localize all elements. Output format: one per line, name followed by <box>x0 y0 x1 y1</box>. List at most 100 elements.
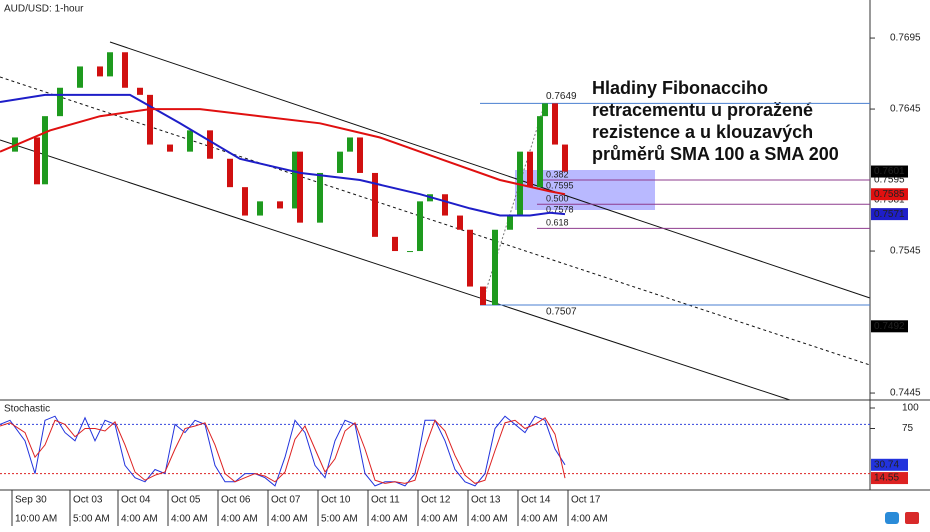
price-tag-label: 30.74 <box>874 459 899 470</box>
candle <box>57 87 63 117</box>
price-tag-label: 0.7492 <box>874 321 905 332</box>
icon[interactable] <box>905 512 919 524</box>
price-tag <box>871 320 908 333</box>
candle <box>442 194 448 216</box>
annotation: Hladiny Fibonacciho <box>592 78 768 98</box>
y-tick-label: 0.7545 <box>890 246 921 257</box>
candle <box>317 172 323 223</box>
x-tick-label: Oct 10 <box>321 495 351 506</box>
fib-ratio-label: 0.382 <box>546 169 569 179</box>
x-tick-label: Sep 30 <box>15 495 47 506</box>
annotation: rezistence a u klouzavých <box>592 122 813 142</box>
y-tick-label: 0.7645 <box>890 104 921 115</box>
price-tag <box>871 458 908 471</box>
candle <box>337 151 343 173</box>
candle <box>227 158 233 188</box>
candle <box>537 116 543 188</box>
x-tick-time: 10:00 AM <box>15 514 57 525</box>
candle <box>527 151 533 188</box>
x-tick-time: 4:00 AM <box>371 514 408 525</box>
fib-anchor <box>482 102 546 301</box>
fib-ratio-label: 0.500 <box>546 194 569 204</box>
candle <box>552 103 558 145</box>
candle <box>242 187 248 216</box>
price-tag-label: 0.7595 <box>874 175 905 186</box>
x-tick-label: Oct 11 <box>371 495 400 506</box>
x-tick-time: 5:00 AM <box>321 514 358 525</box>
x-tick-time: 4:00 AM <box>571 514 608 525</box>
chart-title: AUD/USD: 1-hour <box>4 4 84 15</box>
fib-ratio-label: 0.618 <box>546 218 569 228</box>
x-tick-label: Oct 17 <box>571 495 601 506</box>
price-tag <box>871 165 908 178</box>
candle <box>167 144 173 152</box>
x-tick-time: 4:00 AM <box>521 514 558 525</box>
candle <box>480 286 486 306</box>
candle <box>492 229 498 306</box>
candle <box>122 52 128 88</box>
x-tick-label: Oct 14 <box>521 495 551 506</box>
x-tick-label: Oct 06 <box>221 495 251 506</box>
x-tick-time: 4:00 AM <box>121 514 158 525</box>
x-tick-label: Oct 03 <box>73 495 103 506</box>
candle <box>347 137 353 152</box>
channel-upper <box>109 41 871 299</box>
sma-line <box>0 108 566 196</box>
candle <box>257 201 263 216</box>
y-tick-label: 0.7695 <box>890 33 921 44</box>
sma-line <box>0 93 566 217</box>
y-tick-label: 0.7445 <box>890 388 921 399</box>
x-tick-label: Oct 07 <box>271 495 301 506</box>
candle <box>187 130 193 152</box>
x-tick-time: 4:00 AM <box>421 514 458 525</box>
candle <box>407 251 413 253</box>
candle <box>562 144 568 172</box>
y-tick-label: 75 <box>902 423 914 434</box>
candle <box>297 151 303 223</box>
candle <box>417 201 423 252</box>
annotation: retracementu u proražené <box>592 100 813 120</box>
price-tag-label: 0.7601 <box>874 166 905 177</box>
x-tick-label: Oct 13 <box>471 495 501 506</box>
channel-mid <box>0 76 871 366</box>
candle <box>137 87 143 95</box>
candle <box>542 103 548 117</box>
fib-price-label: 0.7578 <box>546 205 574 215</box>
candle <box>107 52 113 77</box>
candle <box>392 236 398 252</box>
candle <box>467 229 473 287</box>
x-tick-time: 4:00 AM <box>171 514 208 525</box>
stoch-line <box>0 417 566 484</box>
icon[interactable] <box>885 512 899 524</box>
panel-title: Stochastic <box>4 404 50 415</box>
price-tag-label: 0.7585 <box>874 189 905 200</box>
candle <box>34 137 40 185</box>
x-tick-label: Oct 05 <box>171 495 201 506</box>
channel-lower <box>0 139 791 401</box>
price-tag-label: 0.7571 <box>874 209 905 220</box>
price-tag-label: 14.55 <box>874 473 899 484</box>
candle <box>357 137 363 173</box>
price-tag <box>871 208 908 221</box>
fib-price-label: 0.7649 <box>546 91 577 102</box>
x-tick-time: 4:00 AM <box>271 514 308 525</box>
candle <box>372 172 378 237</box>
candle <box>147 94 153 145</box>
y-tick-label: 100 <box>902 403 919 414</box>
candle <box>97 66 103 77</box>
candle <box>77 66 83 88</box>
candle <box>42 116 48 185</box>
x-tick-time: 4:00 AM <box>221 514 258 525</box>
x-tick-time: 5:00 AM <box>73 514 110 525</box>
plot-area <box>0 41 871 401</box>
candle <box>457 215 463 230</box>
x-tick-time: 4:00 AM <box>471 514 508 525</box>
stoch-line <box>0 415 566 487</box>
candle <box>507 215 513 230</box>
candle <box>207 130 213 159</box>
price-tag <box>871 472 908 485</box>
annotation: průměrů SMA 100 a SMA 200 <box>592 144 839 164</box>
